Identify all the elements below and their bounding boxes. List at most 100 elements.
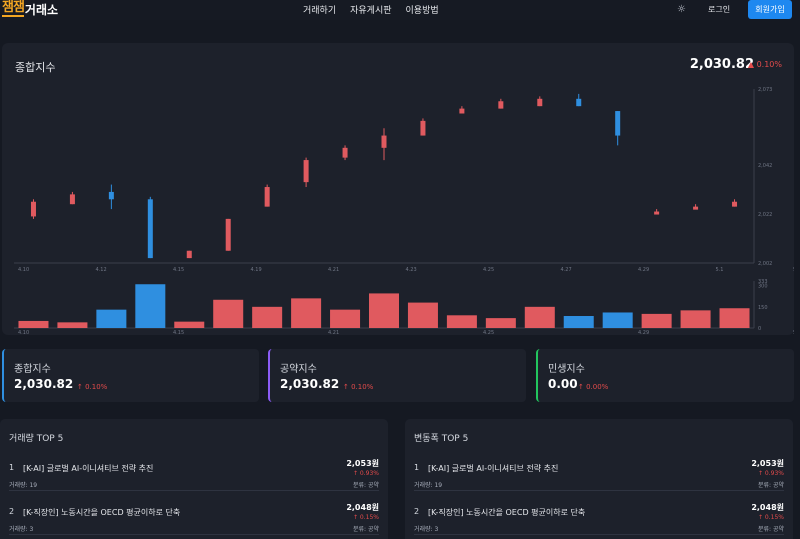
volume-bar <box>18 320 49 328</box>
nav-item-board[interactable]: 자유게시판 <box>350 6 392 16</box>
list-item[interactable]: 2 [K-직장인] 노동시간을 OECD 평균이하로 단축 거래량: 3 2,0… <box>414 497 784 535</box>
volume-time-tick-label: 4.10 <box>18 330 29 335</box>
candle-body <box>420 120 426 136</box>
time-tick-label: 4.10 <box>18 267 29 273</box>
item-price: 2,048원 <box>346 503 379 512</box>
site-logo[interactable]: 잼잼 거래소 <box>2 0 58 18</box>
logo-text: 거래소 <box>24 2 59 17</box>
time-tick-label: 5.1 <box>716 267 724 273</box>
login-link[interactable]: 로그인 <box>708 5 731 14</box>
volume-tick-label: 333 <box>758 279 768 285</box>
item-volume: 거래량: 3 <box>9 526 34 533</box>
time-tick-label: 4.23 <box>406 267 417 273</box>
list-item[interactable]: 2 [K-직장인] 노동시간을 OECD 평균이하로 단축 거래량: 3 2,0… <box>9 497 379 535</box>
index-card-livelihood[interactable]: 민생지수 0.00 ↑ 0.00% <box>536 349 794 402</box>
index-card-name: 공약지수 <box>280 364 317 375</box>
index-card-change: ↑ 0.00% <box>578 383 609 391</box>
top-navigation-bar: 잼잼 거래소 거래하기 자유게시판 이용방법 ☼ 로그인 회원가입 <box>0 0 800 20</box>
volume-bar <box>96 309 127 328</box>
item-category: 분류: 공약 <box>352 482 379 489</box>
index-card-change: ↑ 0.10% <box>77 383 108 391</box>
candle-body <box>69 194 75 205</box>
volume-time-tick-label: 4.29 <box>638 330 649 335</box>
volume-top5-panel: 거래량 TOP 5 1 [K-AI] 글로벌 AI-이니셔티브 전략 추진 거래… <box>0 419 388 539</box>
volume-time-tick-label: 4.21 <box>328 330 339 335</box>
time-tick-label: 4.12 <box>96 267 107 273</box>
panel-title: 거래량 TOP 5 <box>9 434 64 444</box>
volume-tick-label: 0 <box>758 326 761 332</box>
volume-bar <box>135 284 166 328</box>
index-card-value: 0.00 <box>548 377 578 391</box>
rank-number: 2 <box>9 507 15 516</box>
item-change: ↑ 0.15% <box>758 514 784 521</box>
candle-body <box>186 250 192 259</box>
index-card-value: 2,030.82 <box>14 377 74 391</box>
composite-index-chart-panel: 종합지수 2,030.82 ▲ 0.10% 2,002 2,022 2,042 2,0… <box>2 43 794 335</box>
volume-bar <box>369 293 399 328</box>
candle-body <box>225 218 231 251</box>
volume-bar <box>641 313 672 328</box>
item-title: [K-직장인] 노동시간을 OECD 평균이하로 단축 <box>428 508 586 517</box>
candle-body <box>537 98 543 107</box>
index-card-value: 2,030.82 <box>280 377 340 391</box>
candle-body <box>30 201 36 217</box>
item-price: 2,048원 <box>751 503 784 512</box>
item-category: 분류: 공약 <box>352 526 379 533</box>
candle-body <box>693 206 699 210</box>
price-tick-label: 2,073 <box>758 87 772 93</box>
volume-bar <box>602 312 633 328</box>
time-tick-label: 5.3 <box>793 267 794 273</box>
chart-title: 종합지수 <box>15 61 56 74</box>
candle-body <box>342 147 348 158</box>
volume-time-tick-label: 4.25 <box>483 330 494 335</box>
volume-bar <box>524 306 555 328</box>
nav-item-guide[interactable]: 이용방법 <box>405 6 439 16</box>
price-tick-label: 2,022 <box>758 212 772 218</box>
time-tick-label: 4.25 <box>483 267 494 273</box>
index-card-composite[interactable]: 종합지수 2,030.82 ↑ 0.10% <box>2 349 259 402</box>
item-category: 분류: 공약 <box>757 526 784 533</box>
volume-bar <box>680 310 711 328</box>
item-title: [K-AI] 글로벌 AI-이니셔티브 전략 추진 <box>23 464 154 473</box>
chart-change-percent: ▲ 0.10% <box>747 60 782 69</box>
index-card-name: 종합지수 <box>14 364 51 375</box>
list-item[interactable]: 1 [K-AI] 글로벌 AI-이니셔티브 전략 추진 거래량: 19 2,05… <box>9 453 379 491</box>
candle-body <box>459 108 465 114</box>
chart-current-value: 2,030.82 <box>689 57 754 72</box>
volume-time-tick-label: 4.15 <box>173 330 184 335</box>
volume-bar <box>291 298 322 328</box>
volume-bar <box>330 309 361 328</box>
time-tick-label: 4.21 <box>328 267 339 273</box>
volume-bar <box>407 302 438 328</box>
candle-body <box>108 191 114 200</box>
candle-body <box>381 135 387 148</box>
logo-mark: 잼잼 <box>2 0 25 17</box>
item-change: ↑ 0.93% <box>353 470 379 477</box>
rank-number: 1 <box>414 463 420 472</box>
list-item[interactable]: 1 [K-AI] 글로벌 AI-이니셔티브 전략 추진 거래량: 19 2,05… <box>414 453 784 491</box>
volume-bar <box>563 316 594 328</box>
panel-title: 변동폭 TOP 5 <box>414 434 469 444</box>
item-volume: 거래량: 3 <box>414 526 439 533</box>
volume-tick-label: 150 <box>758 305 768 311</box>
nav-item-trade[interactable]: 거래하기 <box>303 6 337 16</box>
item-change: ↑ 0.93% <box>758 470 784 477</box>
volume-bar <box>719 308 750 328</box>
main-nav: 거래하기 자유게시판 이용방법 <box>303 3 439 16</box>
item-price: 2,053원 <box>751 459 784 468</box>
index-card-pledge[interactable]: 공약지수 2,030.82 ↑ 0.10% <box>268 349 526 402</box>
candle-body <box>498 101 504 109</box>
candle-body <box>615 111 621 136</box>
item-title: [K-직장인] 노동시간을 OECD 평균이하로 단축 <box>23 508 181 517</box>
volume-bar <box>446 315 477 328</box>
rank-number: 2 <box>414 507 420 516</box>
item-change: ↑ 0.15% <box>353 514 379 521</box>
volume-bar <box>252 306 283 328</box>
time-tick-label: 4.15 <box>173 267 184 273</box>
time-tick-label: 4.29 <box>638 267 649 273</box>
signup-button[interactable]: 회원가입 <box>748 0 792 19</box>
theme-toggle-sun-icon[interactable]: ☼ <box>677 4 686 15</box>
candle-body <box>303 160 309 183</box>
time-tick-label: 4.27 <box>561 267 572 273</box>
